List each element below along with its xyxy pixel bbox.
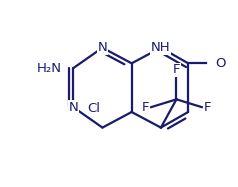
Text: N: N xyxy=(156,41,166,54)
Text: N: N xyxy=(98,41,107,54)
Text: O: O xyxy=(215,57,225,70)
Text: H₂N: H₂N xyxy=(36,62,61,75)
Text: F: F xyxy=(141,101,149,114)
Text: NH: NH xyxy=(151,41,170,54)
Text: F: F xyxy=(204,101,212,114)
Text: F: F xyxy=(173,63,180,76)
Text: Cl: Cl xyxy=(87,102,100,115)
Text: N: N xyxy=(68,101,78,114)
